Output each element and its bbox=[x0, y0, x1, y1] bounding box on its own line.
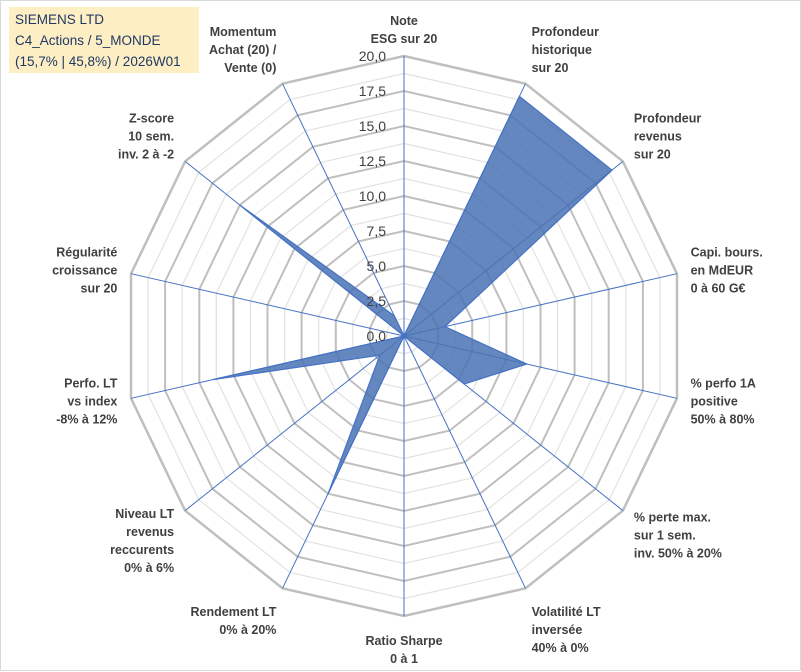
axis-label-line: Profondeur bbox=[532, 25, 599, 39]
axis-label-line: Note bbox=[390, 14, 418, 28]
tick-label: 17,5 bbox=[359, 83, 386, 99]
axis-label-line: sur 20 bbox=[532, 61, 569, 75]
axis-label-line: Perfo. LT bbox=[64, 376, 118, 390]
axis-label-line: Momentum bbox=[210, 25, 277, 39]
axis-label-line: vs index bbox=[67, 394, 117, 408]
tick-label: 10,0 bbox=[359, 188, 386, 204]
axis-label: % perte max. sur 1 sem. inv. 50% à 20% bbox=[634, 511, 722, 561]
axis-label-line: Ratio Sharpe bbox=[365, 634, 442, 648]
axis-label-line: inv. 50% à 20% bbox=[634, 547, 722, 561]
axis-label-line: revenus bbox=[634, 130, 682, 144]
axis-label-line: inv. 2 à -2 bbox=[118, 148, 174, 162]
info-company: SIEMENS LTD bbox=[15, 12, 105, 27]
tick-label: 7,5 bbox=[367, 223, 387, 239]
tick-label: 15,0 bbox=[359, 118, 386, 134]
axis-spoke bbox=[403, 335, 526, 589]
info-category: C4_Actions / 5_MONDE bbox=[15, 33, 161, 48]
axis-label: Rendement LT 0% à 20% bbox=[191, 605, 277, 637]
axis-label-line: revenus bbox=[126, 525, 174, 539]
axis-label-line: Régularité bbox=[56, 246, 117, 260]
tick-label: 0,0 bbox=[367, 328, 387, 344]
info-stats: (15,7% | 45,8%) / 2026W01 bbox=[15, 54, 181, 69]
axis-label: % perfo 1A positive 50% à 80% bbox=[691, 376, 756, 426]
axis-label-line: sur 20 bbox=[81, 282, 118, 296]
axis-label-line: Volatilité LT bbox=[532, 605, 601, 619]
axis-label-line: sur 20 bbox=[634, 148, 671, 162]
axis-label: Capi. bours. en MdEUR 0 à 60 G€ bbox=[691, 246, 763, 296]
axis-label-line: sur 1 sem. bbox=[634, 529, 696, 543]
axis-label-line: 10 sem. bbox=[128, 130, 174, 144]
axis-spoke bbox=[282, 83, 405, 337]
axis-label: Perfo. LT vs index -8% à 12% bbox=[56, 376, 118, 426]
axis-label-line: Niveau LT bbox=[115, 507, 174, 521]
axis-label-line: 0 à 60 G€ bbox=[691, 282, 746, 296]
axis-label: Note ESG sur 20 bbox=[371, 14, 438, 46]
axis-spoke bbox=[184, 335, 405, 511]
axis-label-line: % perfo 1A bbox=[691, 376, 756, 390]
axis-label-line: Z-score bbox=[129, 112, 174, 126]
axis-label-line: reccurents bbox=[110, 543, 174, 557]
axis-spoke bbox=[130, 273, 405, 337]
axis-label-line: ESG sur 20 bbox=[371, 32, 438, 46]
axis-label-line: Capi. bours. bbox=[691, 246, 763, 260]
axis-label-line: Vente (0) bbox=[224, 61, 276, 75]
axis-label-line: croissance bbox=[52, 264, 117, 278]
axis-label: Régularité croissance sur 20 bbox=[52, 246, 117, 296]
axis-label-line: -8% à 12% bbox=[56, 412, 117, 426]
axis-label-line: 0 à 1 bbox=[390, 652, 418, 666]
axis-label-line: Profondeur bbox=[634, 112, 701, 126]
axis-label: Niveau LT revenus reccurents 0% à 6% bbox=[110, 507, 174, 575]
axis-label: Z-score 10 sem. inv. 2 à -2 bbox=[118, 112, 174, 162]
axis-label-line: % perte max. bbox=[634, 511, 711, 525]
axis-label-line: Achat (20) / bbox=[209, 43, 277, 57]
axis-label: Momentum Achat (20) / Vente (0) bbox=[209, 25, 277, 75]
axis-label-line: 50% à 80% bbox=[691, 412, 755, 426]
axis-label: Ratio Sharpe 0 à 1 bbox=[365, 634, 442, 666]
axis-spoke bbox=[403, 273, 678, 337]
axis-label-line: Rendement LT bbox=[191, 605, 277, 619]
axis-label: Volatilité LT inversée 40% à 0% bbox=[532, 605, 601, 655]
tick-label: 2,5 bbox=[367, 293, 387, 309]
tick-label: 5,0 bbox=[367, 258, 387, 274]
tick-label: 20,0 bbox=[359, 48, 386, 64]
axis-label-line: historique bbox=[532, 43, 592, 57]
axis-label: Profondeur historique sur 20 bbox=[532, 25, 599, 75]
info-box: SIEMENS LTD C4_Actions / 5_MONDE (15,7% … bbox=[9, 7, 199, 73]
axis-label-line: positive bbox=[691, 394, 738, 408]
series-area bbox=[212, 95, 613, 494]
axis-label-line: 40% à 0% bbox=[532, 641, 589, 655]
axis-label-line: inversée bbox=[532, 623, 583, 637]
axis-label-line: 0% à 6% bbox=[124, 561, 174, 575]
axis-label: Profondeur revenus sur 20 bbox=[634, 112, 701, 162]
tick-label: 12,5 bbox=[359, 153, 386, 169]
axis-label-line: en MdEUR bbox=[691, 264, 754, 278]
axis-label-line: 0% à 20% bbox=[219, 623, 276, 637]
